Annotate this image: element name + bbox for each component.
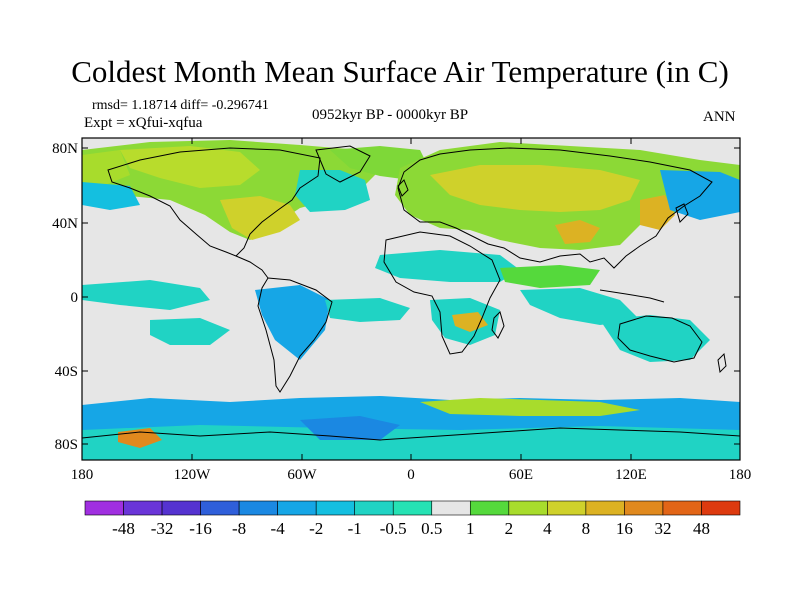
lat-label-0: 0 [70, 290, 79, 306]
colorbar-box [277, 500, 317, 516]
colorbar-box [315, 500, 356, 516]
anomaly-region-east-pacific [82, 280, 210, 310]
anomaly-region-southern-ocean-green [420, 398, 640, 416]
colorbar-tick-label: 8 [581, 519, 591, 538]
colorbar-tick-label: 16 [615, 519, 633, 538]
lon-label-0: 0 [407, 467, 415, 483]
colorbar-box [354, 500, 394, 516]
anomaly-region-south-atlantic [325, 298, 410, 322]
anomaly-region-southern-africa-warm [452, 312, 488, 332]
colorbar-tick-label: -8 [232, 519, 247, 538]
coastline-japan [675, 203, 689, 223]
anomaly-region-pacific-south [150, 318, 230, 345]
anomaly-region-north-pacific-green [82, 150, 130, 185]
chart-title: Coldest Month Mean Surface Air Temperatu… [71, 54, 729, 89]
lon-label-180w: 180 [70, 467, 94, 483]
coastline-south-america [257, 277, 333, 393]
colorbar-tick-label: 0.5 [421, 519, 443, 538]
colorbar-tick-label: -0.5 [379, 519, 407, 538]
coastline-indonesia [599, 289, 665, 303]
coastline-madagascar [491, 311, 505, 339]
coastline-uk [397, 179, 409, 197]
colorbar-tick-label: -16 [189, 519, 212, 538]
colorbar-tick-label: 2 [504, 519, 514, 538]
anomaly-region-north-pacific-cyan [660, 170, 740, 220]
anomaly-region-alaska-cyan [82, 182, 140, 210]
lon-ticks [81, 138, 741, 460]
colorbar-box [701, 500, 741, 516]
colorbar-box [84, 500, 124, 516]
anomaly-region-south-america [255, 285, 330, 360]
colorbar-tick-label: 4 [543, 519, 552, 538]
anomaly-region-siberia-yellow [430, 165, 640, 212]
anomaly-region-sahara [375, 250, 520, 282]
colorbar-box [392, 500, 433, 516]
experiment-label: Expt = xQfui-xqfua [84, 115, 203, 131]
colorbar-tick-label: -4 [270, 519, 285, 538]
colorbar-tick-label: 1 [466, 519, 475, 538]
rmsd-diff-stats: rmsd= 1.18714 diff= -0.296741 [92, 98, 269, 113]
lat-label-40n: 40N [52, 216, 78, 232]
colorbar-box [431, 500, 471, 516]
colorbar-box [238, 500, 278, 516]
colorbar-box [624, 500, 664, 516]
colorbar-box [123, 500, 163, 516]
lon-label-60e: 60E [508, 467, 534, 483]
anomaly-region-indian-ocean-cyan [520, 288, 640, 325]
colorbar-box [469, 500, 510, 516]
lon-label-120w: 120W [173, 467, 211, 483]
season-label: ANN [703, 109, 736, 125]
anomaly-region-weddell-blue [300, 416, 400, 440]
coastline-australia [617, 315, 703, 363]
colorbar-box [585, 500, 625, 516]
colorbar-box [662, 500, 702, 516]
anomaly-region-east-us-yellow [220, 196, 300, 240]
lon-label-120e: 120E [615, 467, 647, 483]
colorbar-tick-label: 32 [654, 519, 672, 538]
lat-label-80s: 80S [54, 437, 78, 453]
anomaly-region-indian-ocean-green [500, 265, 600, 288]
coastline-north-america [107, 147, 321, 257]
coastline-antarctica [82, 427, 740, 441]
coastline-europe-asia [397, 147, 713, 269]
colorbar-box [508, 500, 548, 516]
colorbar-tick-label: -48 [112, 519, 135, 538]
colorbar-tick-label: 48 [692, 519, 710, 538]
lon-label-180e: 180 [728, 467, 752, 483]
anomaly-shading [82, 140, 740, 460]
colorbar-box [547, 500, 587, 516]
coastline-central-america [235, 255, 269, 279]
lon-label-60w: 60W [287, 467, 317, 483]
anomaly-region-tibet-orange [555, 220, 600, 244]
colorbar-tick-label: -32 [150, 519, 174, 538]
anomaly-region-australia [600, 315, 710, 362]
lat-label-80n: 80N [52, 141, 78, 157]
lat-ticks [82, 147, 740, 445]
colorbar-box [200, 500, 240, 516]
lat-label-40s: 40S [54, 364, 78, 380]
coastline-greenland [315, 145, 371, 183]
coastline-new-zealand [717, 352, 727, 374]
colorbar-tick-label: -1 [347, 519, 362, 538]
coastlines [82, 145, 740, 441]
anomaly-region-north-atlantic [295, 170, 370, 212]
colorbar-box [161, 500, 201, 516]
colorbar [84, 500, 741, 516]
time-period-label: 0952kyr BP - 0000kyr BP [312, 107, 469, 123]
coastline-africa [383, 231, 501, 355]
colorbar-tick-label: -2 [309, 519, 324, 538]
